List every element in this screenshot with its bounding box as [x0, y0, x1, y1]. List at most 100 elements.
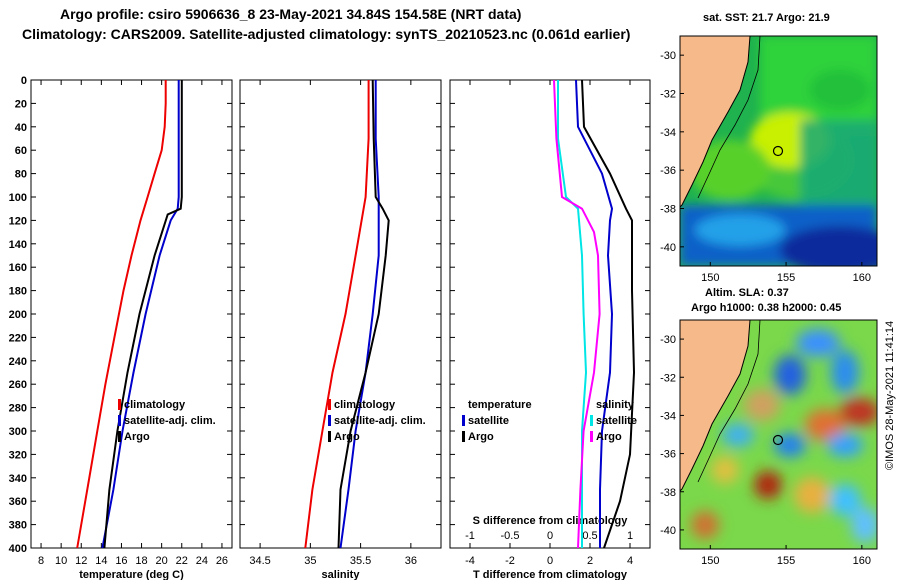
x-tick-label: 4 — [627, 555, 633, 567]
y-tick-label: 100 — [9, 192, 27, 204]
x-axis-label: T difference from climatology — [473, 569, 628, 580]
sst-argo-marker — [772, 145, 784, 157]
sst-field — [680, 36, 877, 266]
plot-frame — [30, 79, 233, 549]
legend-s-argo-label: Argo — [596, 431, 622, 443]
y-tick-label: 240 — [9, 356, 27, 368]
legend-salinity-header: salinity — [596, 399, 635, 411]
argo-series — [103, 80, 183, 549]
plot-frame — [449, 79, 651, 549]
x2-tick-label: 0.5 — [582, 530, 597, 542]
map-x-tick-label: 150 — [701, 555, 719, 567]
x-tick-label: -4 — [465, 555, 475, 567]
legend-satellite-label: satellite-adj. clim. — [334, 415, 426, 427]
x-tick-label: 20 — [156, 555, 168, 567]
map-y-tick-label: -30 — [660, 334, 676, 346]
y-tick-label: 160 — [9, 262, 27, 274]
sla-land — [680, 320, 751, 492]
argo-series — [337, 79, 390, 549]
temperature-panel: 0 20 40 60 80 100 120 140 160 180 200 220 240 260 280 3… — [9, 75, 233, 580]
sst-map-frame — [679, 35, 878, 267]
climatology-series — [304, 80, 370, 549]
t-satellite-series — [575, 79, 614, 548]
x-axis-label: temperature (deg C) — [79, 569, 184, 580]
legend-temperature-header: temperature — [468, 399, 532, 411]
salinity-panel: 34.5 35 35.5 36 salinity climatology satellite… — [239, 79, 442, 580]
t-argo-series — [581, 79, 636, 549]
x-axis-label: salinity — [322, 569, 361, 580]
y-tick-label: 360 — [9, 496, 27, 508]
legend-s-satellite-swatch — [590, 415, 593, 426]
x-tick-label: 34.5 — [249, 555, 270, 567]
climatology-series — [76, 80, 167, 549]
y-tick-label: 40 — [15, 122, 27, 134]
x-tick-label: 0 — [547, 555, 553, 567]
sst-land — [680, 36, 751, 208]
map-y-tick-label: -36 — [660, 449, 676, 461]
x-tick-label: 22 — [176, 555, 188, 567]
difference-panel: -4 -2 0 2 4 T difference from climatology -1 -0… — [449, 79, 651, 580]
map-y-tick-label: -32 — [660, 372, 676, 384]
sla-map — [680, 320, 877, 549]
map-y-tick-label: -32 — [660, 89, 676, 101]
x-tick-label: 35 — [304, 555, 316, 567]
x-tick-label: 36 — [405, 555, 417, 567]
title-line-1: Argo profile: csiro 5906636_8 23-May-202… — [60, 6, 522, 22]
sla-argo-marker — [772, 434, 784, 446]
legend-t-argo-label: Argo — [468, 431, 494, 443]
x-tick-label: 8 — [38, 555, 44, 567]
legend-t-satellite-label: satellite — [468, 415, 509, 427]
y-tick-label: 400 — [9, 543, 27, 555]
map-y-tick-label: -36 — [660, 165, 676, 177]
legend-argo-label: Argo — [124, 431, 150, 443]
legend-satellite-swatch — [328, 415, 331, 426]
y-tick-label: 280 — [9, 403, 27, 415]
map-x-tick-label: 155 — [777, 272, 795, 284]
plot-frame — [239, 79, 442, 549]
y-tick-label: 20 — [15, 98, 27, 110]
legend-s-satellite-label: satellite — [596, 415, 637, 427]
y-tick-label: 0 — [21, 75, 27, 87]
sla-map-frame — [679, 319, 878, 550]
sst-map-title: sat. SST: 21.7 Argo: 21.9 — [703, 12, 830, 24]
legend-climatology-swatch — [328, 399, 331, 410]
map-y-tick-label: -38 — [660, 487, 676, 499]
y-tick-label: 60 — [15, 145, 27, 157]
map-y-tick-label: -30 — [660, 50, 676, 62]
x-tick-label: 12 — [75, 555, 87, 567]
sla-coastline-contour — [697, 320, 761, 483]
map-x-tick-label: 160 — [853, 272, 871, 284]
y-tick-label: 80 — [15, 169, 27, 181]
sla-field — [691, 329, 877, 543]
y-tick-label: 260 — [9, 379, 27, 391]
x-tick-label: -2 — [505, 555, 515, 567]
map-x-tick-label: 155 — [777, 555, 795, 567]
y-tick-label: 300 — [9, 426, 27, 438]
legend-t-argo-swatch — [462, 431, 465, 442]
x2-tick-label: -1 — [465, 530, 475, 542]
legend-argo-swatch — [328, 431, 331, 442]
x2-tick-label: -0.5 — [501, 530, 520, 542]
sst-map — [680, 36, 877, 266]
x-tick-label: 10 — [55, 555, 67, 567]
y-tick-label: 180 — [9, 286, 27, 298]
map-y-tick-label: -40 — [660, 242, 676, 254]
sla-map-title: Altim. SLA: 0.37 — [705, 287, 789, 299]
sla-map-ticks: 150 155 160 -30 -32 -34 -36 -38 -40 — [660, 334, 871, 567]
s-argo-series — [553, 79, 601, 549]
sla-map-subtitle: Argo h1000: 0.38 h2000: 0.45 — [691, 302, 842, 314]
legend-satellite-swatch — [118, 415, 121, 426]
legend-s-argo-swatch — [590, 431, 593, 442]
x2-tick-label: 1 — [627, 530, 633, 542]
legend-argo-swatch — [118, 431, 121, 442]
x-tick-label: 14 — [95, 555, 107, 567]
x2-tick-label: 0 — [547, 530, 553, 542]
y-tick-label: 220 — [9, 332, 27, 344]
x-tick-label: 35.5 — [350, 555, 371, 567]
y-tick-label: 140 — [9, 239, 27, 251]
y-tick-label: 380 — [9, 520, 27, 532]
map-x-tick-label: 150 — [701, 272, 719, 284]
legend-satellite-label: satellite-adj. clim. — [124, 415, 216, 427]
